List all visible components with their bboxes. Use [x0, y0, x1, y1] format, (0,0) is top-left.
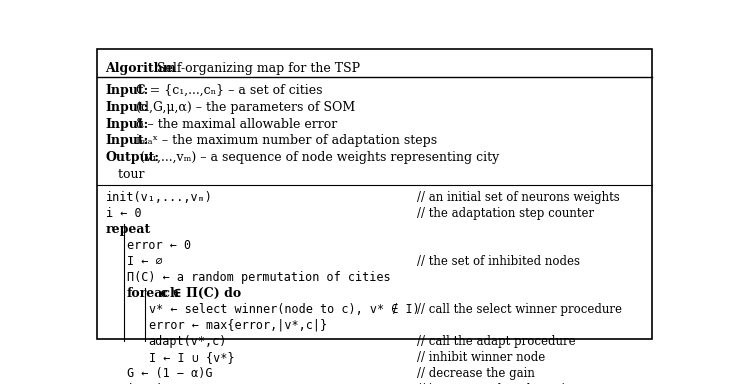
Text: G ← (1 − α)G: G ← (1 − α)G: [127, 367, 213, 380]
Text: I ← ∅: I ← ∅: [127, 255, 163, 268]
Text: i ← i+1: i ← i+1: [127, 382, 177, 384]
Text: Algorithm: Algorithm: [105, 62, 177, 75]
Text: repeat: repeat: [105, 223, 151, 236]
Text: adapt(v*,c): adapt(v*,c): [148, 335, 227, 348]
Text: // inhibit winner node: // inhibit winner node: [417, 351, 545, 364]
Text: i ← 0: i ← 0: [105, 207, 141, 220]
Text: foreach: foreach: [127, 287, 180, 300]
Text: // the set of inhibited nodes: // the set of inhibited nodes: [417, 255, 580, 268]
Text: Output:: Output:: [105, 151, 159, 164]
Text: tour: tour: [105, 168, 144, 181]
Text: // call the select winner procedure: // call the select winner procedure: [417, 303, 622, 316]
Text: iₘₐˣ – the maximum number of adaptation steps: iₘₐˣ – the maximum number of adaptation …: [132, 134, 437, 147]
Text: I ← I ∪ {v*}: I ← I ∪ {v*}: [148, 351, 234, 364]
Text: error ← 0: error ← 0: [127, 239, 192, 252]
Text: (d,G,μ,α) – the parameters of SOM: (d,G,μ,α) – the parameters of SOM: [132, 101, 355, 114]
Text: v* ← select winner(node to c), v* ∉ I): v* ← select winner(node to c), v* ∉ I): [148, 303, 420, 316]
Text: error ← max{error,|v*,c|}: error ← max{error,|v*,c|}: [148, 319, 327, 332]
Text: Input:: Input:: [105, 84, 149, 97]
Text: // an initial set of neurons weights: // an initial set of neurons weights: [417, 191, 620, 204]
Text: // increment the adaptation step: // increment the adaptation step: [417, 382, 609, 384]
Text: c ∈ Π(C) do: c ∈ Π(C) do: [156, 287, 240, 300]
Text: Input:: Input:: [105, 118, 149, 131]
Text: // the adaptation step counter: // the adaptation step counter: [417, 207, 594, 220]
Text: C = {c₁,...,cₙ} – a set of cities: C = {c₁,...,cₙ} – a set of cities: [132, 84, 322, 97]
FancyBboxPatch shape: [97, 49, 652, 339]
Text: // decrease the gain: // decrease the gain: [417, 367, 535, 380]
Text: (v₁,...,vₘ) – a sequence of node weights representing city: (v₁,...,vₘ) – a sequence of node weights…: [136, 151, 499, 164]
Text: Input:: Input:: [105, 134, 149, 147]
Text: Self-organizing map for the TSP: Self-organizing map for the TSP: [153, 62, 360, 75]
Text: Π(C) ← a random permutation of cities: Π(C) ← a random permutation of cities: [127, 271, 390, 284]
Text: // call the adapt procedure: // call the adapt procedure: [417, 335, 576, 348]
Text: Input:: Input:: [105, 101, 149, 114]
Text: δ – the maximal allowable error: δ – the maximal allowable error: [132, 118, 337, 131]
Text: init(v₁,...,vₘ): init(v₁,...,vₘ): [105, 191, 213, 204]
